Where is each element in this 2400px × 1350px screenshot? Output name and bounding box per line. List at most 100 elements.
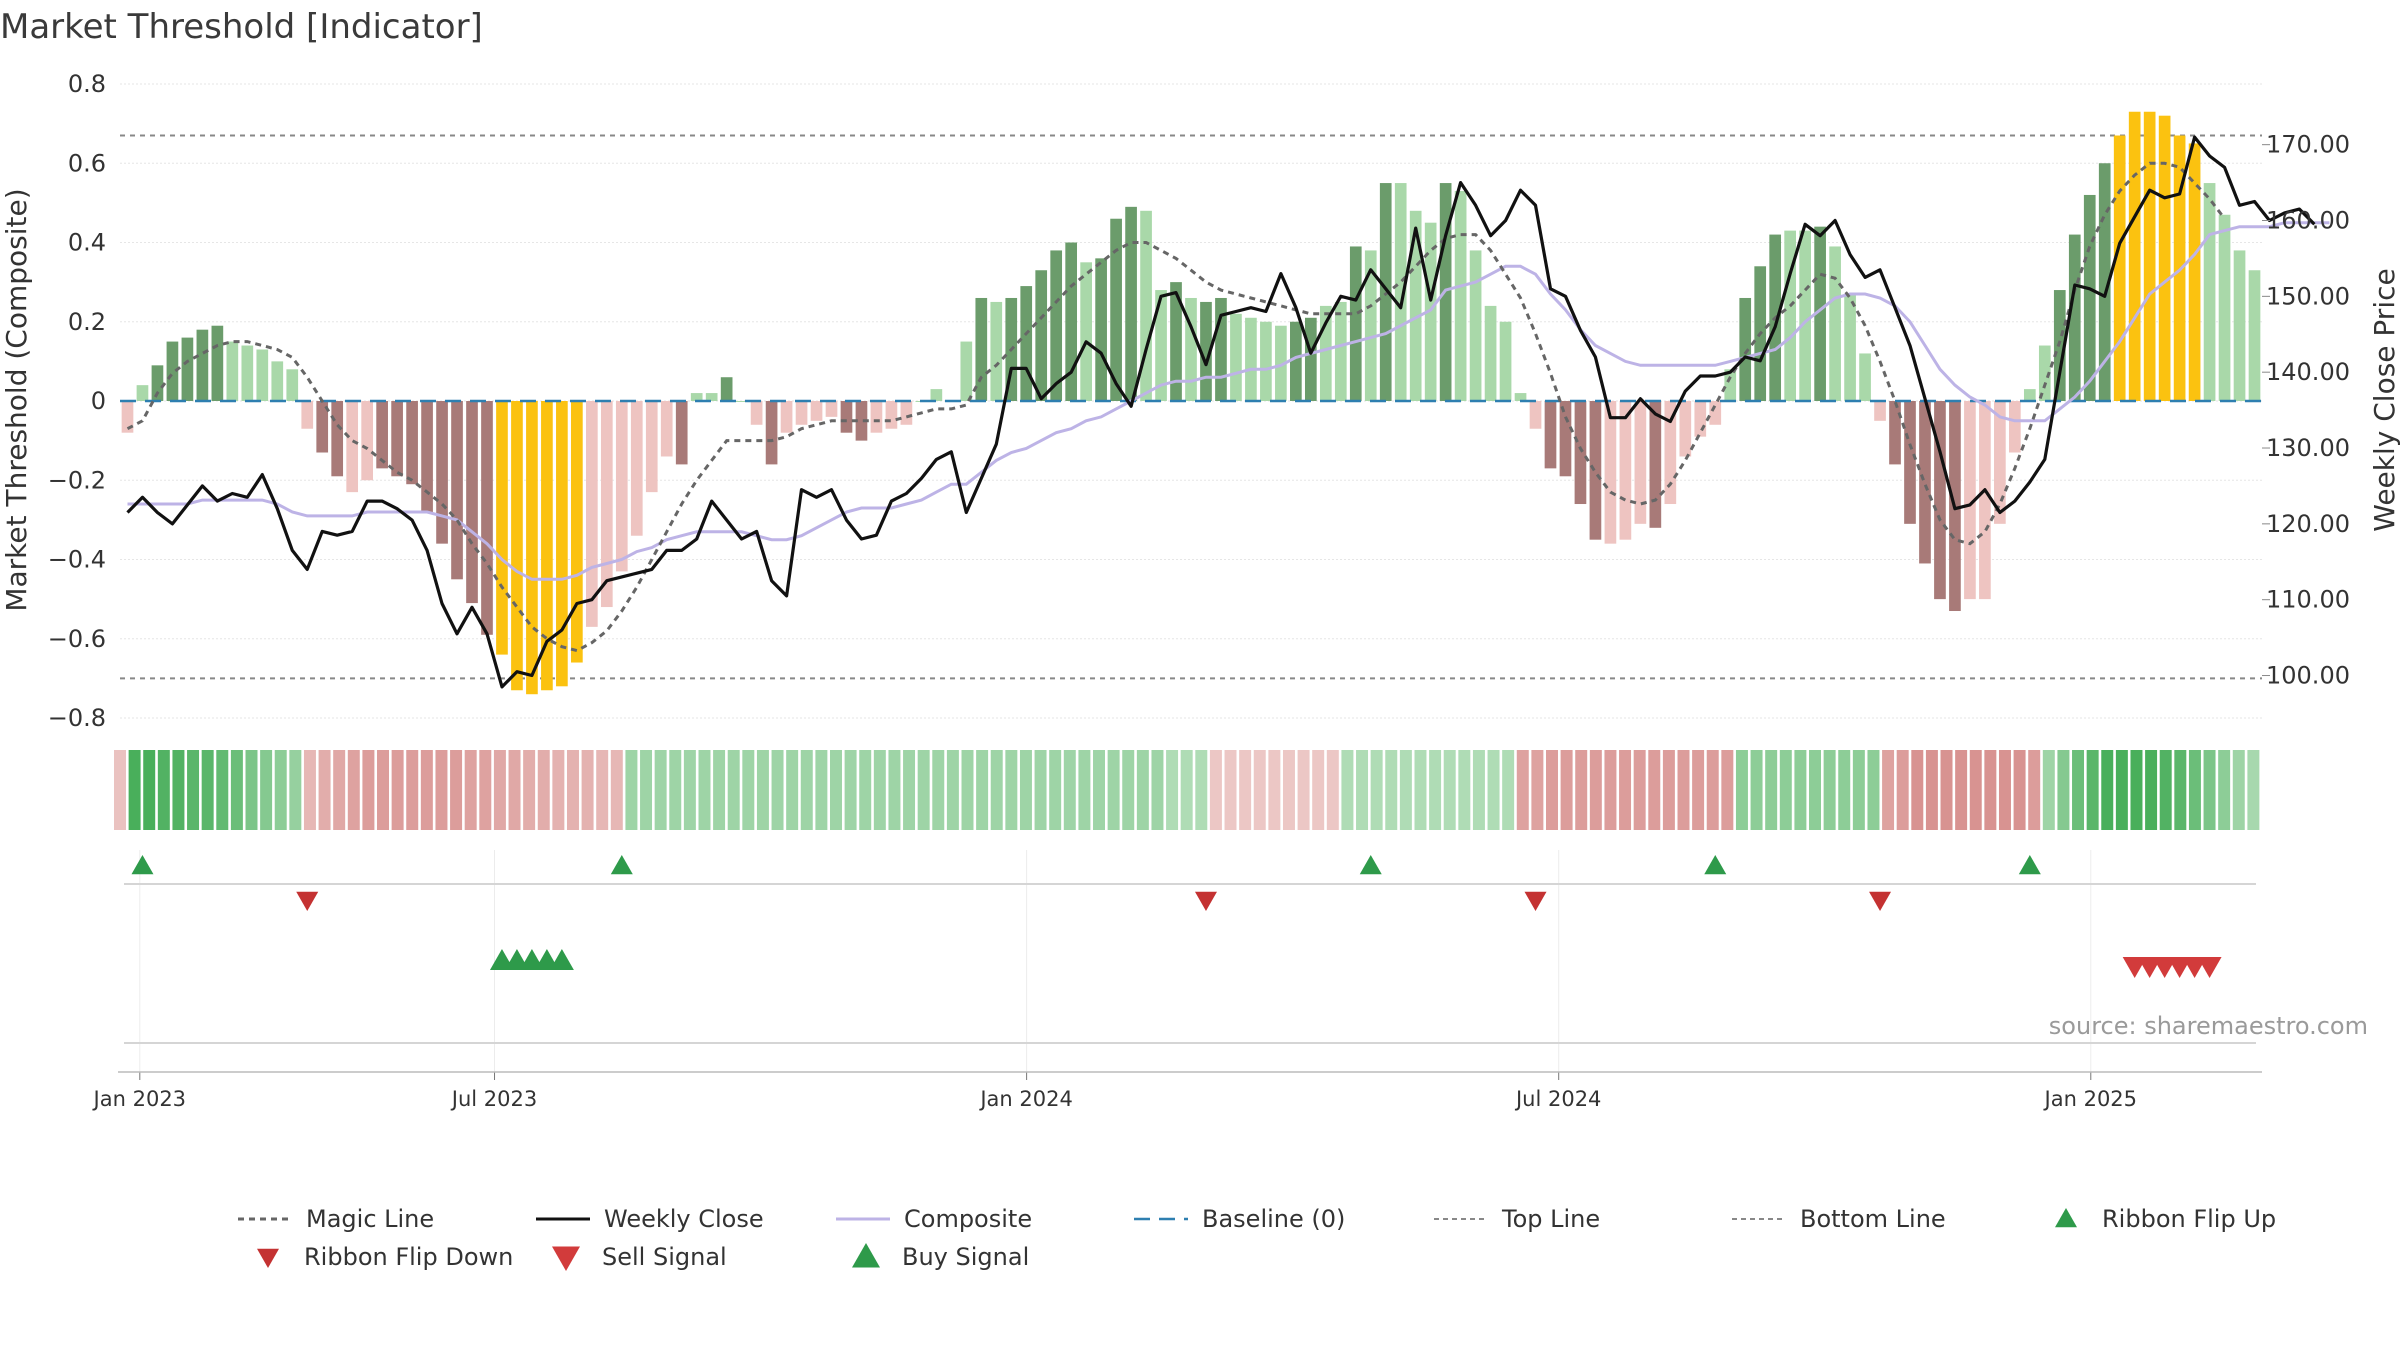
histogram-bar — [1409, 210, 1422, 401]
ribbon-cell — [1575, 750, 1588, 830]
ribbon-cell — [1911, 750, 1924, 830]
histogram-bar — [1035, 270, 1048, 401]
histogram-bar — [361, 401, 373, 481]
ribbon-cell — [2159, 750, 2172, 830]
legend-swatch — [257, 1248, 279, 1268]
histogram-bar — [720, 377, 733, 401]
histogram-bar — [660, 401, 673, 457]
histogram-bar — [630, 401, 643, 536]
ribbon-cell — [771, 750, 784, 830]
histogram-bar — [526, 401, 538, 695]
chart-title: Market Threshold [Indicator] — [0, 7, 483, 47]
histogram-bar — [166, 341, 179, 401]
legend-label: Top Line — [1501, 1205, 1600, 1233]
ribbon-cell — [1502, 750, 1515, 830]
ribbon-cell — [508, 750, 521, 830]
histogram-bar — [256, 349, 269, 401]
y-right-tick-label: 130.00 — [2266, 434, 2350, 462]
ribbon-cell — [1005, 750, 1018, 830]
ribbon-cell — [552, 750, 565, 830]
ribbon-cell — [1429, 750, 1442, 830]
ribbon-cell — [1648, 750, 1661, 830]
ribbon-cell — [932, 750, 945, 830]
ribbon-cell — [946, 750, 959, 830]
ribbon-cell — [698, 750, 711, 830]
ribbon-cell — [1750, 750, 1763, 830]
ribbon-cell — [1282, 750, 1295, 830]
histogram-bar — [585, 401, 598, 627]
ribbon-cell — [2218, 750, 2231, 830]
ribbon-cell — [523, 750, 536, 830]
histogram-bar — [2188, 143, 2201, 401]
ribbon-cell — [727, 750, 740, 830]
y-right-tick-label: 160.00 — [2266, 207, 2350, 235]
histogram-bar — [1694, 401, 1707, 437]
histogram-bar — [1544, 401, 1557, 469]
ribbon-flip-up-marker — [1704, 855, 1727, 875]
histogram-bar — [1979, 401, 1991, 600]
ribbon-flip-up-marker — [1359, 855, 1382, 875]
histogram-bar — [2203, 183, 2216, 401]
x-tick-label: Jan 2025 — [2043, 1087, 2138, 1111]
legend-label: Weekly Close — [604, 1205, 764, 1233]
histogram-bar — [1379, 183, 1392, 401]
ribbon-cell — [625, 750, 638, 830]
legend-swatch — [2055, 1208, 2077, 1228]
histogram-bar — [1394, 183, 1407, 401]
histogram-bar — [1664, 401, 1677, 505]
ribbon-cell — [1078, 750, 1091, 830]
ribbon-cell — [1735, 750, 1748, 830]
ribbon-flip-down-marker — [1194, 891, 1217, 911]
histogram-bar — [885, 401, 898, 429]
histogram-bar — [1919, 401, 1931, 564]
ribbon-cell — [1122, 750, 1135, 830]
histogram-bar — [975, 297, 988, 401]
histogram-bar — [151, 365, 164, 401]
ribbon-cell — [1604, 750, 1617, 830]
legend-swatch — [852, 1243, 880, 1268]
x-tick-label: Jan 2023 — [92, 1087, 187, 1111]
ribbon-cell — [362, 750, 375, 830]
ribbon-cell — [1458, 750, 1471, 830]
ribbon-cell — [713, 750, 726, 830]
ribbon-cell — [435, 750, 448, 830]
ribbon-cell — [1765, 750, 1778, 830]
ribbon-cell — [1180, 750, 1193, 830]
ribbon-cell — [1063, 750, 1076, 830]
y-left-tick-label: −0.8 — [48, 704, 106, 732]
histogram-bar — [1349, 246, 1362, 401]
ribbon-cell — [1414, 750, 1427, 830]
histogram-bar — [2233, 250, 2246, 401]
ribbon-cell — [1516, 750, 1529, 830]
ribbon-cell — [1107, 750, 1120, 830]
histogram-bar — [1020, 286, 1033, 401]
histogram-bar — [466, 401, 478, 604]
ribbon-cell — [2232, 750, 2245, 830]
histogram-bar — [1874, 401, 1886, 421]
legend-item-flipdown: Ribbon Flip Down — [257, 1243, 513, 1271]
histogram-bar — [2158, 115, 2171, 401]
histogram-bar — [481, 401, 493, 635]
composite-line — [127, 221, 2330, 581]
ribbon-cell — [2130, 750, 2143, 830]
y-left-tick-label: 0 — [91, 387, 106, 415]
y-axis-left-title: Market Threshold (Composite) — [0, 188, 33, 611]
histogram-bar — [301, 401, 314, 429]
weekly-close-line — [126, 135, 2316, 689]
ribbon-cell — [128, 750, 141, 830]
ribbon-cell — [172, 750, 185, 830]
histogram-bar — [1424, 222, 1437, 401]
legend-swatch — [552, 1246, 580, 1271]
ribbon-cell — [844, 750, 857, 830]
ribbon-cell — [1925, 750, 1938, 830]
y-right-tick-label: 120.00 — [2266, 510, 2350, 538]
histogram-bar — [1724, 369, 1737, 401]
ribbon-cell — [669, 750, 682, 830]
ribbon-cell — [1969, 750, 1982, 830]
ribbon-cell — [566, 750, 579, 830]
histogram-bar — [1215, 297, 1227, 401]
ribbon-cell — [333, 750, 346, 830]
ribbon-cell — [1341, 750, 1354, 830]
ribbon-cell — [303, 750, 316, 830]
